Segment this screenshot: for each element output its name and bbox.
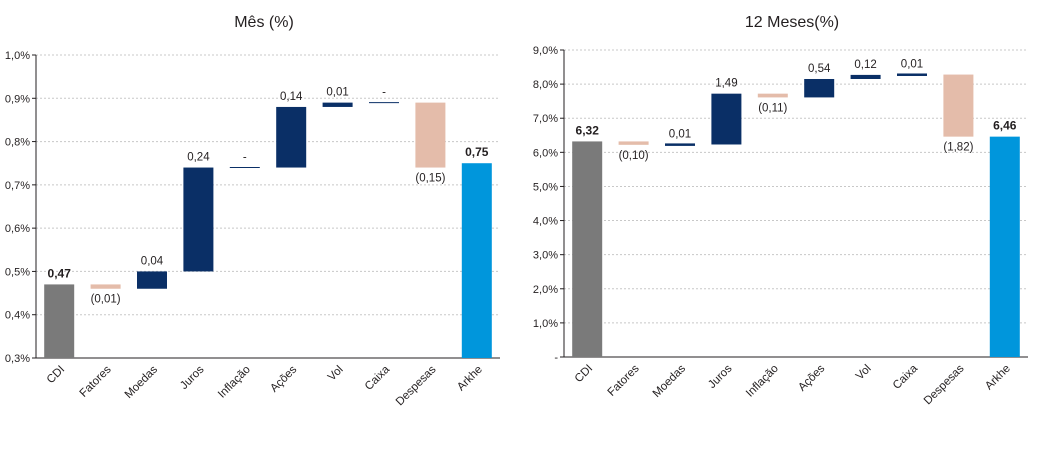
chart-title-month: Mês (%) bbox=[234, 14, 294, 31]
data-label-12m-1: (0,10) bbox=[619, 150, 649, 162]
category-label-12m-6: Vol bbox=[854, 363, 874, 383]
bar-month-2 bbox=[137, 271, 167, 289]
category-label-month-2: Moedas bbox=[123, 363, 161, 401]
bar-12m-2 bbox=[665, 143, 695, 146]
category-label-month-4: Inflação bbox=[216, 364, 253, 401]
category-label-12m-3: Juros bbox=[706, 362, 735, 391]
category-label-month-5: Ações bbox=[268, 363, 299, 394]
bar-month-6 bbox=[322, 102, 353, 107]
category-label-12m-7: Caixa bbox=[891, 362, 921, 392]
data-label-month-9: 0,75 bbox=[465, 145, 489, 159]
category-label-12m-2: Moedas bbox=[651, 362, 689, 400]
data-label-month-8: (0,15) bbox=[415, 173, 445, 185]
data-label-month-3: 0,24 bbox=[187, 152, 210, 164]
category-label-month-3: Juros bbox=[178, 363, 207, 392]
data-label-month-1: (0,01) bbox=[91, 294, 121, 306]
data-label-month-4: - bbox=[243, 152, 247, 164]
data-label-month-2: 0,04 bbox=[141, 255, 164, 267]
data-label-month-7: - bbox=[382, 87, 386, 99]
category-label-month-9: Arkhe bbox=[455, 364, 485, 394]
y-tick-label-12m-6: 6,0% bbox=[533, 147, 558, 159]
data-label-12m-0: 6,32 bbox=[576, 123, 600, 137]
category-label-month-1: Fatores bbox=[78, 363, 114, 399]
data-label-month-0: 0,47 bbox=[48, 266, 72, 280]
y-tick-label-12m-5: 5,0% bbox=[533, 181, 558, 193]
category-label-12m-9: Arkhe bbox=[983, 363, 1013, 393]
bar-month-1 bbox=[90, 284, 121, 289]
y-tick-label-month-3: 0,6% bbox=[5, 223, 30, 235]
data-label-12m-8: (1,82) bbox=[943, 142, 973, 154]
y-tick-label-month-6: 0,9% bbox=[5, 93, 30, 105]
y-tick-label-12m-3: 3,0% bbox=[533, 250, 558, 262]
category-label-month-8: Despesas bbox=[394, 363, 439, 408]
bar-month-3 bbox=[183, 167, 214, 272]
y-tick-label-month-5: 0,8% bbox=[5, 137, 30, 149]
data-label-12m-2: 0,01 bbox=[669, 128, 691, 140]
y-tick-label-month-7: 1,0% bbox=[5, 50, 30, 62]
category-label-12m-1: Fatores bbox=[606, 362, 642, 398]
bar-12m-1 bbox=[618, 141, 649, 145]
category-label-12m-4: Inflação bbox=[744, 363, 781, 400]
y-tick-label-month-4: 0,7% bbox=[5, 180, 30, 192]
y-tick-label-12m-7: 7,0% bbox=[533, 113, 558, 125]
bar-12m-8 bbox=[943, 74, 974, 137]
y-tick-label-12m-9: 9,0% bbox=[533, 45, 558, 57]
data-label-12m-4: (0,11) bbox=[758, 102, 787, 114]
category-label-12m-5: Ações bbox=[796, 362, 827, 393]
bar-12m-0 bbox=[572, 141, 603, 357]
category-label-month-7: Caixa bbox=[363, 363, 393, 393]
data-label-12m-5: 0,54 bbox=[808, 63, 831, 75]
bar-12m-9 bbox=[989, 136, 1020, 357]
bar-12m-7 bbox=[897, 73, 927, 76]
y-tick-label-12m-4: 4,0% bbox=[533, 216, 558, 228]
bar-month-8 bbox=[415, 102, 446, 168]
chart-month: Mês (%) 0,3% 0,4% 0,5% 0,6% 0,7% 0,8% 0,9% 1,0%… bbox=[5, 14, 500, 408]
category-label-12m-8: Despesas bbox=[922, 362, 967, 407]
y-tick-label-month-1: 0,4% bbox=[5, 310, 30, 322]
data-label-12m-7: 0,01 bbox=[901, 59, 923, 71]
y-tick-label-12m-1: 1,0% bbox=[533, 318, 558, 330]
y-tick-label-12m-2: 2,0% bbox=[533, 284, 558, 296]
chart-title-12-months: 12 Meses(%) bbox=[745, 14, 839, 31]
category-label-12m-0: CDI bbox=[573, 363, 595, 385]
category-label-month-0: CDI bbox=[45, 364, 67, 386]
y-tick-label-12m-8: 8,0% bbox=[533, 79, 558, 91]
bar-12m-4 bbox=[757, 93, 788, 98]
y-tick-label-month-2: 0,5% bbox=[5, 266, 30, 278]
category-label-month-6: Vol bbox=[326, 364, 346, 384]
data-label-12m-9: 6,46 bbox=[993, 119, 1017, 133]
chart-12-months: 12 Meses(%) - 1,0% 2,0% 3,0% 4,0% 5,0% 6,0% 7,0… bbox=[533, 14, 1028, 407]
bar-12m-3 bbox=[711, 93, 742, 145]
bar-month-5 bbox=[276, 106, 307, 168]
bar-month-9 bbox=[461, 163, 492, 358]
y-tick-label-month-0: 0,3% bbox=[5, 353, 30, 365]
bar-12m-5 bbox=[804, 78, 835, 98]
bar-month-0 bbox=[44, 284, 75, 358]
y-tick-label-12m-0: - bbox=[554, 352, 558, 364]
data-label-month-6: 0,01 bbox=[326, 87, 348, 99]
data-label-month-5: 0,14 bbox=[280, 91, 303, 103]
bar-12m-6 bbox=[850, 74, 881, 79]
data-label-12m-6: 0,12 bbox=[854, 59, 876, 71]
data-label-12m-3: 1,49 bbox=[715, 78, 737, 90]
